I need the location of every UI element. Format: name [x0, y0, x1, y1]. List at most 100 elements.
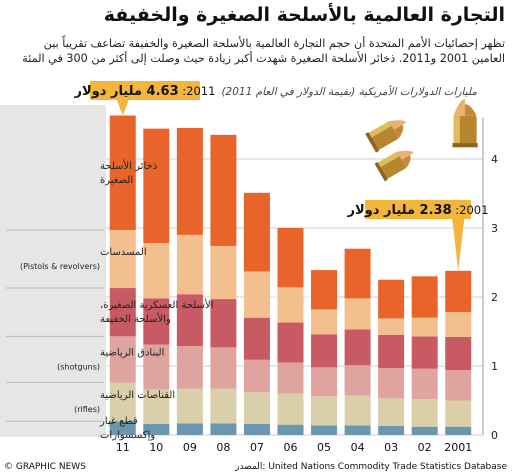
- bar-segment: [176, 345, 203, 389]
- bar-segment: [344, 298, 371, 330]
- bar-segment: [176, 388, 203, 424]
- bar-segment: [176, 234, 203, 295]
- y-tick-label: 2: [491, 291, 498, 304]
- callout-pointer: [452, 219, 465, 271]
- callout-pointer: [116, 100, 129, 116]
- bar-segment: [411, 426, 438, 435]
- bar-segment: [344, 425, 371, 435]
- x-tick-label: 02: [418, 441, 432, 454]
- bar-segment: [176, 127, 203, 235]
- bar-segment: [143, 389, 170, 424]
- bar-segment: [311, 396, 338, 426]
- callout-box: [90, 81, 200, 100]
- y-axis-label: مليارات الدولارات الأمريكية (بقيمة الدول…: [221, 84, 477, 98]
- x-tick-label: 11: [116, 441, 130, 454]
- bar-segment: [411, 276, 438, 318]
- bar-segment: [143, 423, 170, 435]
- source-note: المصدر: United Nations Commodity Trade S…: [235, 462, 507, 472]
- bar-segment: [210, 245, 237, 300]
- callout-label: 2011: 4.63 مليار دولار: [74, 84, 216, 99]
- bar-segment: [243, 423, 270, 435]
- bar-segment: [277, 424, 304, 435]
- x-tick-label: 2001: [444, 441, 472, 454]
- bar-segment: [378, 334, 405, 369]
- bar-segment: [243, 392, 270, 424]
- x-tick-label: 04: [351, 441, 365, 454]
- legend-sublabel: (rifles): [74, 405, 100, 414]
- x-tick-label: 05: [317, 441, 331, 454]
- bar-segment: [176, 423, 203, 435]
- legend-label: ذخائر الأسلحة: [100, 159, 157, 172]
- bar-segment: [411, 368, 438, 400]
- bar-segment: [109, 382, 136, 422]
- chart-subtitle: تظهر إحصائيات الأمم المتحدة أن حجم التجا…: [22, 37, 505, 65]
- bar-segment: [445, 426, 472, 435]
- bar-segment: [378, 398, 405, 427]
- bar-segment: [210, 423, 237, 435]
- bar-segment: [445, 270, 472, 313]
- legend-label: الصغيرة: [100, 175, 133, 186]
- bar-segment: [445, 400, 472, 427]
- bar-segment: [411, 336, 438, 369]
- bar-segment: [109, 336, 136, 383]
- y-tick-label: 1: [491, 360, 498, 373]
- bar-segment: [143, 128, 170, 244]
- bar-segment: [277, 228, 304, 288]
- bar-segment: [378, 368, 405, 399]
- y-tick-label: 3: [491, 222, 498, 235]
- bar-segment: [411, 317, 438, 337]
- legend-label: القناصات الرياضية: [100, 390, 175, 401]
- legend-sublabel: (Pistols & revolvers): [20, 262, 100, 271]
- bar-segment: [109, 115, 136, 231]
- bar-segment: [277, 287, 304, 323]
- bar-segment: [344, 329, 371, 366]
- bar-segment: [311, 309, 338, 335]
- legend-label: وإكسسوارات: [100, 430, 155, 441]
- bar-segment: [378, 426, 405, 435]
- bar-segment: [210, 134, 237, 246]
- bar-segment: [143, 298, 170, 345]
- legend-label: البنادق الرياضية: [100, 347, 164, 358]
- bar-segment: [344, 365, 371, 396]
- bar-segment: [277, 322, 304, 363]
- bar-segment: [243, 192, 270, 272]
- x-tick-label: 09: [183, 441, 197, 454]
- callout-label: 2001: 2.38 مليار دولار: [347, 203, 489, 218]
- bar-segment: [378, 279, 405, 319]
- bar-segment: [143, 243, 170, 299]
- callout-box: [365, 200, 471, 219]
- bar-segment: [109, 230, 136, 289]
- bar-segment: [109, 421, 136, 435]
- bar-segment: [277, 362, 304, 394]
- chart-title: التجارة العالمية بالأسلحة الصغيرة والخفي…: [103, 4, 505, 26]
- bar-segment: [344, 248, 371, 299]
- bar-segment: [143, 344, 170, 390]
- legend-panel: [0, 105, 106, 437]
- y-tick-label: 0: [491, 429, 498, 442]
- bullet-icon: [365, 120, 407, 153]
- bar-segment: [210, 388, 237, 424]
- bar-segment: [210, 347, 237, 389]
- bar-segment: [445, 312, 472, 338]
- bar-segment: [277, 393, 304, 425]
- legend-sublabel: (shotguns): [57, 362, 100, 371]
- bullet-icon: [374, 150, 414, 182]
- bar-segment: [311, 270, 338, 310]
- bar-segment: [243, 317, 270, 360]
- bar-segment: [176, 294, 203, 346]
- x-tick-label: 07: [250, 441, 264, 454]
- bullet-icon: [452, 99, 478, 148]
- x-tick-label: 08: [216, 441, 230, 454]
- bar-segment: [445, 337, 472, 371]
- bar-segment: [243, 271, 270, 318]
- x-tick-label: 06: [284, 441, 298, 454]
- legend-label: قطع غيار: [99, 416, 138, 427]
- bar-segment: [311, 334, 338, 368]
- x-tick-label: 03: [384, 441, 398, 454]
- legend-label: الأسلحة العسكرية الصغيرة،: [100, 298, 213, 311]
- bar-segment: [210, 299, 237, 348]
- y-tick-label: 4: [491, 153, 498, 166]
- bar-segment: [378, 318, 405, 335]
- legend-label: المسدسات: [100, 247, 147, 258]
